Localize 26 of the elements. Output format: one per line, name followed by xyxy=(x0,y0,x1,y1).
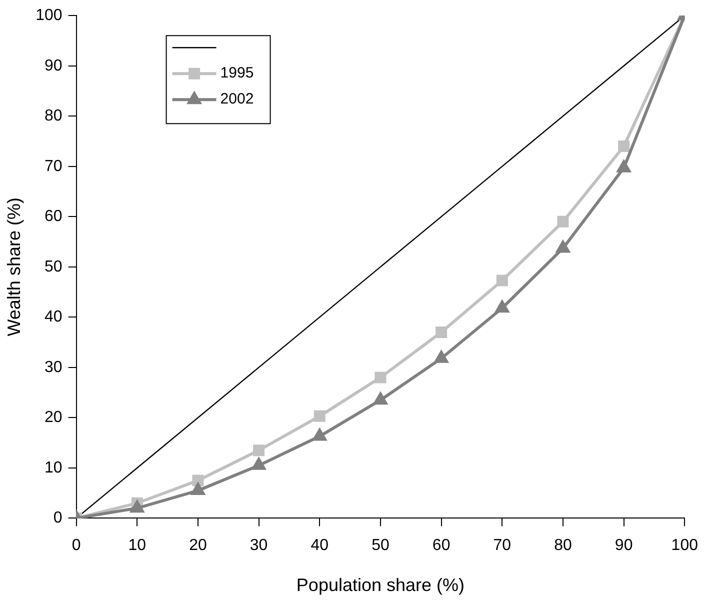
y-tick-label: 0 xyxy=(53,510,62,527)
x-tick-label: 100 xyxy=(671,537,698,554)
y-axis-title: Wealth share (%) xyxy=(4,198,24,336)
y-tick-label: 50 xyxy=(44,258,62,276)
x-tick-label: 30 xyxy=(250,537,268,554)
y-tick-label: 100 xyxy=(36,7,62,24)
y-tick-label: 80 xyxy=(44,108,62,125)
x-tick-label: 70 xyxy=(493,537,512,554)
x-tick-label: 40 xyxy=(310,537,329,554)
y-tick-label: 70 xyxy=(44,158,62,175)
y-tick-label: 60 xyxy=(44,208,62,226)
y-tick-label: 90 xyxy=(44,57,62,74)
x-tick-label: 0 xyxy=(72,537,81,554)
x-tick-label: 60 xyxy=(432,537,450,554)
x-tick-label: 50 xyxy=(372,537,390,554)
legend-label: 2002 xyxy=(220,90,254,108)
y-tick-label: 10 xyxy=(44,459,62,476)
legend-label: 1995 xyxy=(220,64,254,82)
x-axis-title: Population share (%) xyxy=(296,575,465,596)
x-tick-label: 10 xyxy=(128,537,146,554)
y-tick-label: 20 xyxy=(44,409,62,426)
y-tick-label: 30 xyxy=(44,358,62,376)
x-tick-label: 90 xyxy=(614,537,633,554)
y-tick-label: 40 xyxy=(44,308,62,326)
x-tick-label: 80 xyxy=(554,537,572,554)
x-tick-label: 20 xyxy=(189,537,207,554)
